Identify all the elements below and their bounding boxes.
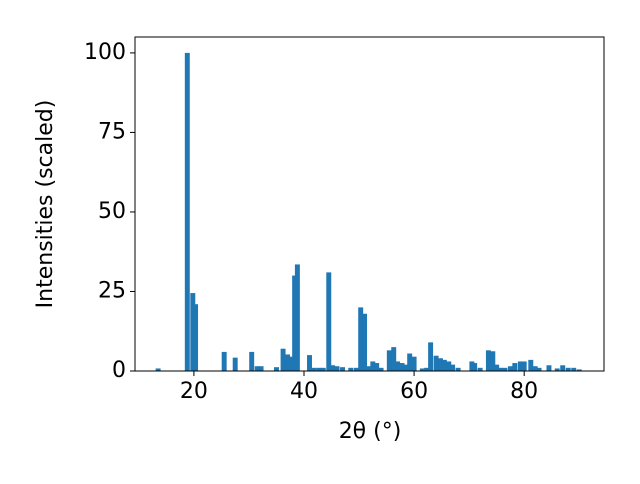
bar [433,355,439,371]
bar [362,313,368,371]
x-tick-label: 20 [180,379,208,404]
bar [374,363,380,371]
x-tick-label: 80 [510,379,538,404]
bar [326,272,332,371]
bar [386,350,392,371]
bar [334,366,340,371]
y-tick-label: 75 [98,119,126,144]
axes-frame [134,36,605,372]
bar [288,356,294,371]
bar [507,366,513,371]
bar [419,368,425,371]
bar [424,367,430,371]
bar [411,356,417,371]
bar [438,358,443,371]
bar [378,367,384,371]
bar [403,364,409,371]
bar [528,359,534,371]
bar [546,365,552,371]
bar [571,367,577,371]
x-tick-label: 40 [290,379,318,404]
bar [532,366,538,371]
bar [399,363,405,371]
bar [311,367,317,371]
bar [560,365,566,371]
bar [249,351,255,371]
bar [502,367,508,371]
y-tick-label: 100 [84,40,126,65]
bar [407,353,413,371]
bar [521,361,527,371]
bar [517,361,523,371]
bar [446,361,452,371]
x-axis-label: 2θ (°) [339,419,402,444]
bar [536,367,542,371]
bar [576,369,582,371]
bar [366,366,372,371]
bar [190,293,196,371]
bar [428,342,434,371]
bar [469,361,475,371]
bar [294,264,300,371]
bar [221,351,227,371]
bar [441,359,447,371]
x-tick-label: 60 [400,379,428,404]
bar [340,367,346,371]
bar [512,363,518,371]
bar [358,307,364,371]
bar [395,361,401,371]
bar [285,354,290,371]
bar [477,367,483,371]
bar [155,368,161,371]
bar [490,351,496,371]
y-tick-label: 0 [112,358,126,383]
bar [565,367,571,371]
bar [184,52,190,372]
bar [254,366,260,371]
bar [232,357,238,371]
bar [494,364,500,371]
plot-area [155,52,582,372]
y-axis-label: Intensities (scaled) [33,100,58,309]
bar [455,367,461,371]
bar [554,368,560,371]
bar [370,361,376,371]
bar [316,367,322,371]
bar [391,347,397,371]
y-tick-label: 25 [98,278,126,303]
bar [498,367,503,371]
bar [472,363,478,371]
bar [292,275,298,371]
bar [353,367,359,371]
bar [258,366,264,371]
bar [307,355,312,371]
bar [348,367,354,371]
bar [330,365,336,371]
bar [450,364,456,371]
bar [273,367,279,371]
y-tick-label: 50 [98,199,126,224]
bar [485,350,491,371]
bar [193,304,199,371]
bar [280,348,286,371]
bar [320,367,326,371]
